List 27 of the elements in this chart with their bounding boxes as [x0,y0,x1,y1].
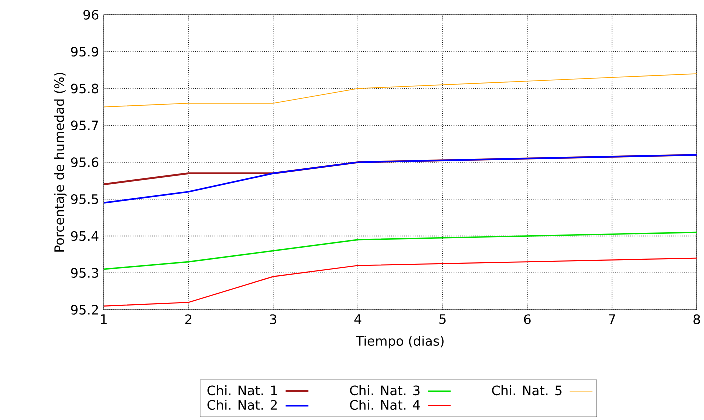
y-tick-label: 95.2 [71,305,98,315]
y-tick-label: 96 [84,10,99,20]
legend-label: Chi. Nat. 1 [208,385,278,396]
y-tick-label: 95.4 [71,231,99,242]
line-series [104,258,697,307]
x-tick-label: 4 [354,314,362,324]
x-tick-label: 5 [440,314,446,324]
legend-label: Chi. Nat. 3 [350,385,420,396]
x-tick-label: 6 [524,314,531,324]
y-axis-title: Porcentaje de humedad (%) [54,73,67,252]
legend-label: Chi. Nat. 5 [492,385,562,396]
line-series [104,154,697,204]
line-series [104,74,697,108]
legend-label: Chi. Nat. 2 [208,400,277,410]
legend-label: Chi. Nat. 4 [350,400,420,410]
x-tick-label: 7 [609,314,616,324]
x-tick-label: 2 [186,314,192,324]
y-tick-label: 95.8 [71,84,99,94]
y-tick-label: 95.9 [71,46,98,57]
x-axis-title: Tiempo (dias) [356,336,444,349]
y-tick-label: 95.7 [71,120,98,131]
x-tick-label: 1 [101,314,107,324]
x-tick-label: 8 [694,314,700,324]
y-tick-label: 95.3 [71,268,98,278]
y-tick-label: 95.6 [71,158,99,168]
x-tick-label: 3 [270,314,277,324]
y-tick-label: 95.5 [71,194,98,204]
